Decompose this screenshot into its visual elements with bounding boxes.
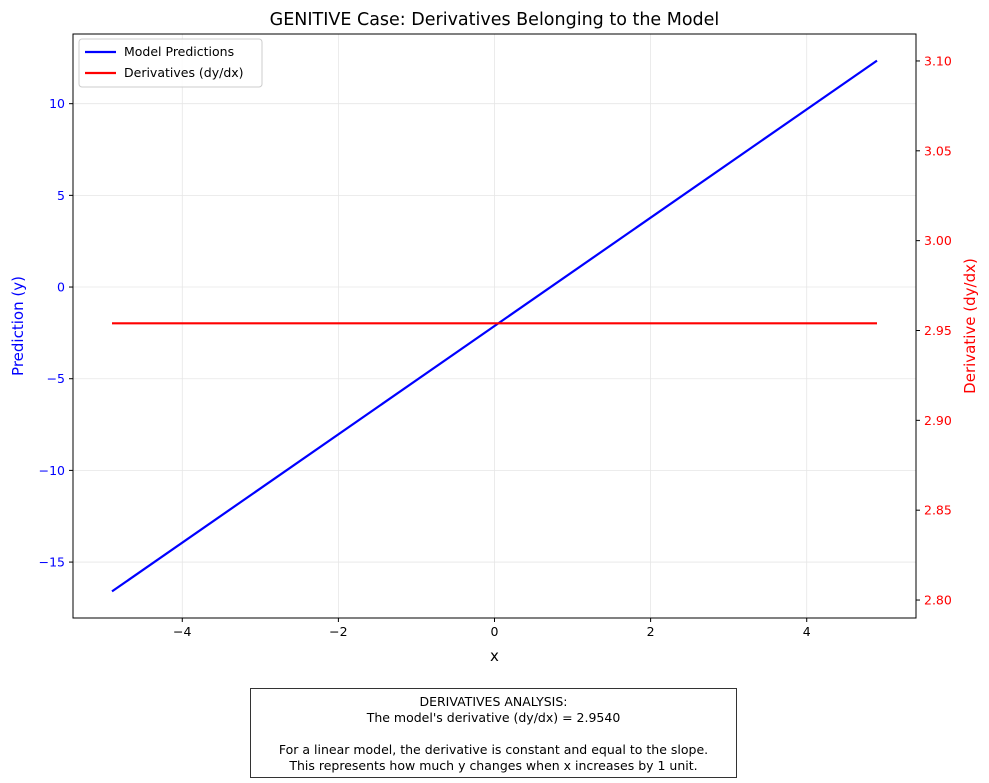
chart: GENITIVE Case: Derivatives Belonging to … (9, 10, 979, 665)
legend: Model Predictions Derivatives (dy/dx) (78, 38, 263, 88)
y-axis-left: −15 −10 −5 0 5 10 (39, 96, 73, 570)
x-tick-label: 4 (803, 624, 811, 639)
y-tick-label: −10 (39, 463, 65, 478)
y2-tick-label: 3.05 (924, 143, 952, 158)
x-tick-label: −2 (329, 624, 347, 639)
y2-tick-label: 2.90 (924, 413, 952, 428)
x-axis: −4 −2 0 2 4 (173, 618, 811, 639)
x-axis-label: x (490, 647, 499, 665)
y2-axis-label: Derivative (dy/dx) (961, 258, 979, 394)
y-axis-label: Prediction (y) (9, 276, 27, 376)
x-tick-label: −4 (173, 624, 191, 639)
y-tick-label: −5 (47, 371, 65, 386)
series-layer (111, 59, 878, 593)
note-derivative-value: The model's derivative (dy/dx) = 2.9540 (366, 710, 621, 725)
model-predictions-line (111, 59, 878, 593)
x-tick-label: 2 (647, 624, 655, 639)
note-heading: DERIVATIVES ANALYSIS: (419, 694, 568, 709)
note-explanation: For a linear model, the derivative is co… (278, 742, 709, 757)
y-tick-label: −15 (39, 555, 65, 570)
note-interpretation: This represents how much y changes when … (289, 758, 698, 773)
y2-tick-label: 2.85 (924, 503, 952, 518)
y-axis-right: 2.80 2.85 2.90 2.95 3.00 3.05 3.10 (916, 53, 952, 608)
y-tick-label: 5 (57, 188, 65, 203)
y2-tick-label: 3.00 (924, 233, 952, 248)
y2-tick-label: 2.80 (924, 593, 952, 608)
legend-label-derivatives: Derivatives (dy/dx) (124, 65, 244, 80)
y-tick-label: 0 (57, 280, 65, 295)
x-tick-label: 0 (491, 624, 499, 639)
analysis-note: DERIVATIVES ANALYSIS: The model's deriva… (250, 688, 737, 778)
chart-title: GENITIVE Case: Derivatives Belonging to … (270, 10, 720, 30)
legend-label-predictions: Model Predictions (124, 44, 234, 59)
legend-box (78, 38, 263, 88)
y-tick-label: 10 (49, 96, 65, 111)
y2-tick-label: 3.10 (924, 53, 952, 68)
grid (73, 34, 916, 618)
y2-tick-label: 2.95 (924, 323, 952, 338)
